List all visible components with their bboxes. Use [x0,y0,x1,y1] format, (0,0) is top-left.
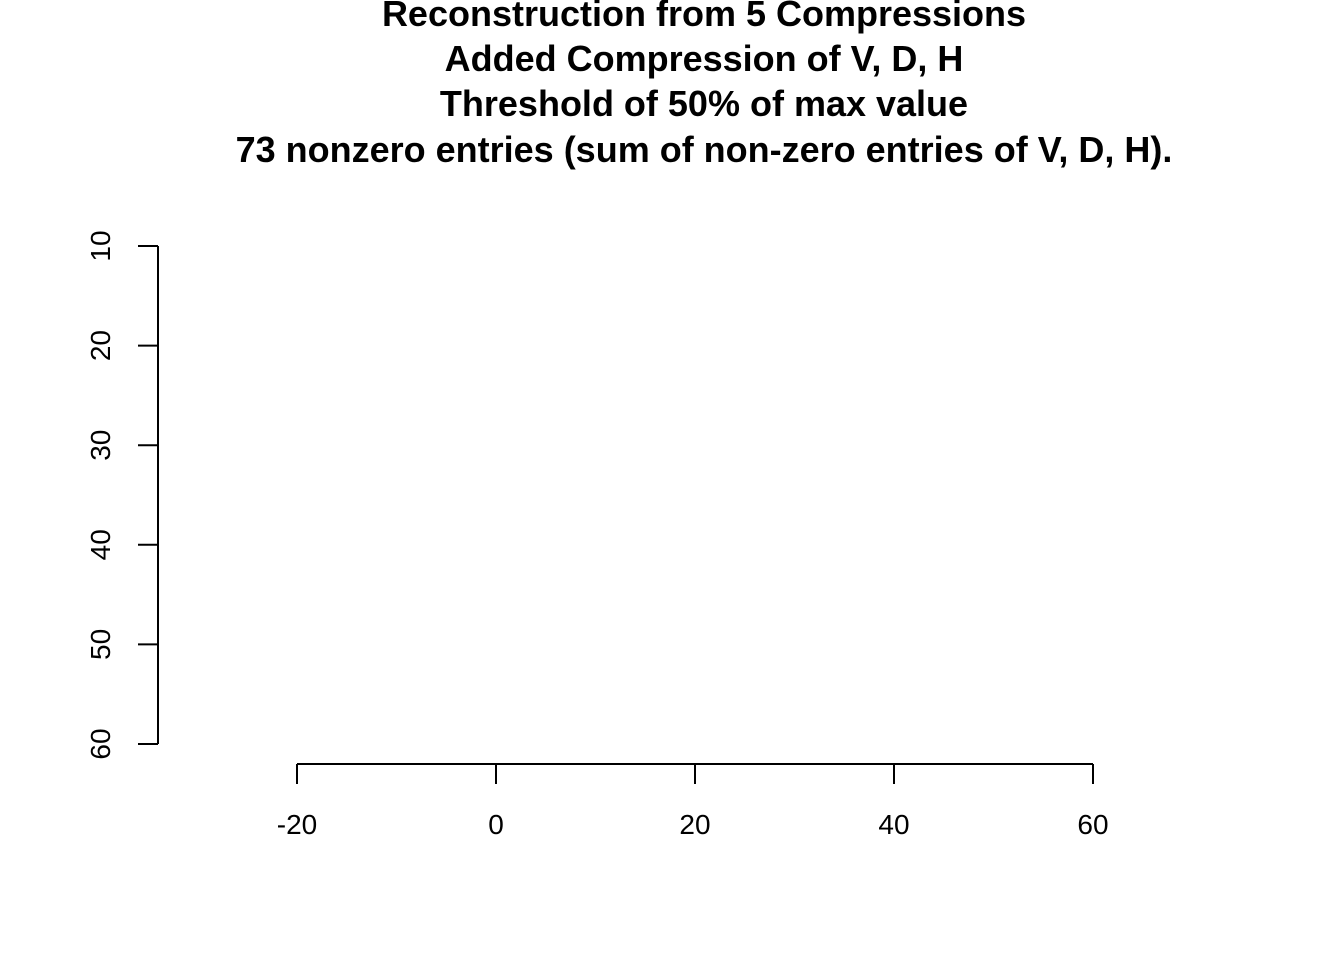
x-tick-label: 40 [878,809,909,840]
y-tick-label: 20 [85,330,116,361]
x-tick-label: -20 [277,809,317,840]
title-line-1: Reconstruction from 5 Compressions [382,0,1026,34]
y-tick-label: 60 [85,728,116,759]
y-tick-label: 30 [85,430,116,461]
y-tick-label: 50 [85,629,116,660]
y-tick-label: 40 [85,529,116,560]
y-tick-label: 10 [85,230,116,261]
x-tick-label: 60 [1077,809,1108,840]
y-axis [138,245,159,745]
title-line-2: Added Compression of V, D, H [445,38,964,79]
title-line-4: 73 nonzero entries (sum of non-zero entr… [236,129,1173,170]
y-tick-labels: 10 20 30 40 50 60 [85,230,116,759]
x-tick-label: 0 [488,809,504,840]
x-tick-label: 20 [679,809,710,840]
title-line-3: Threshold of 50% of max value [440,83,968,124]
reconstructed-image [507,158,914,764]
x-axis [296,763,1094,784]
x-tick-labels: -20 0 20 40 60 [277,809,1109,840]
chart-title: Reconstruction from 5 Compressions Added … [236,0,1173,170]
